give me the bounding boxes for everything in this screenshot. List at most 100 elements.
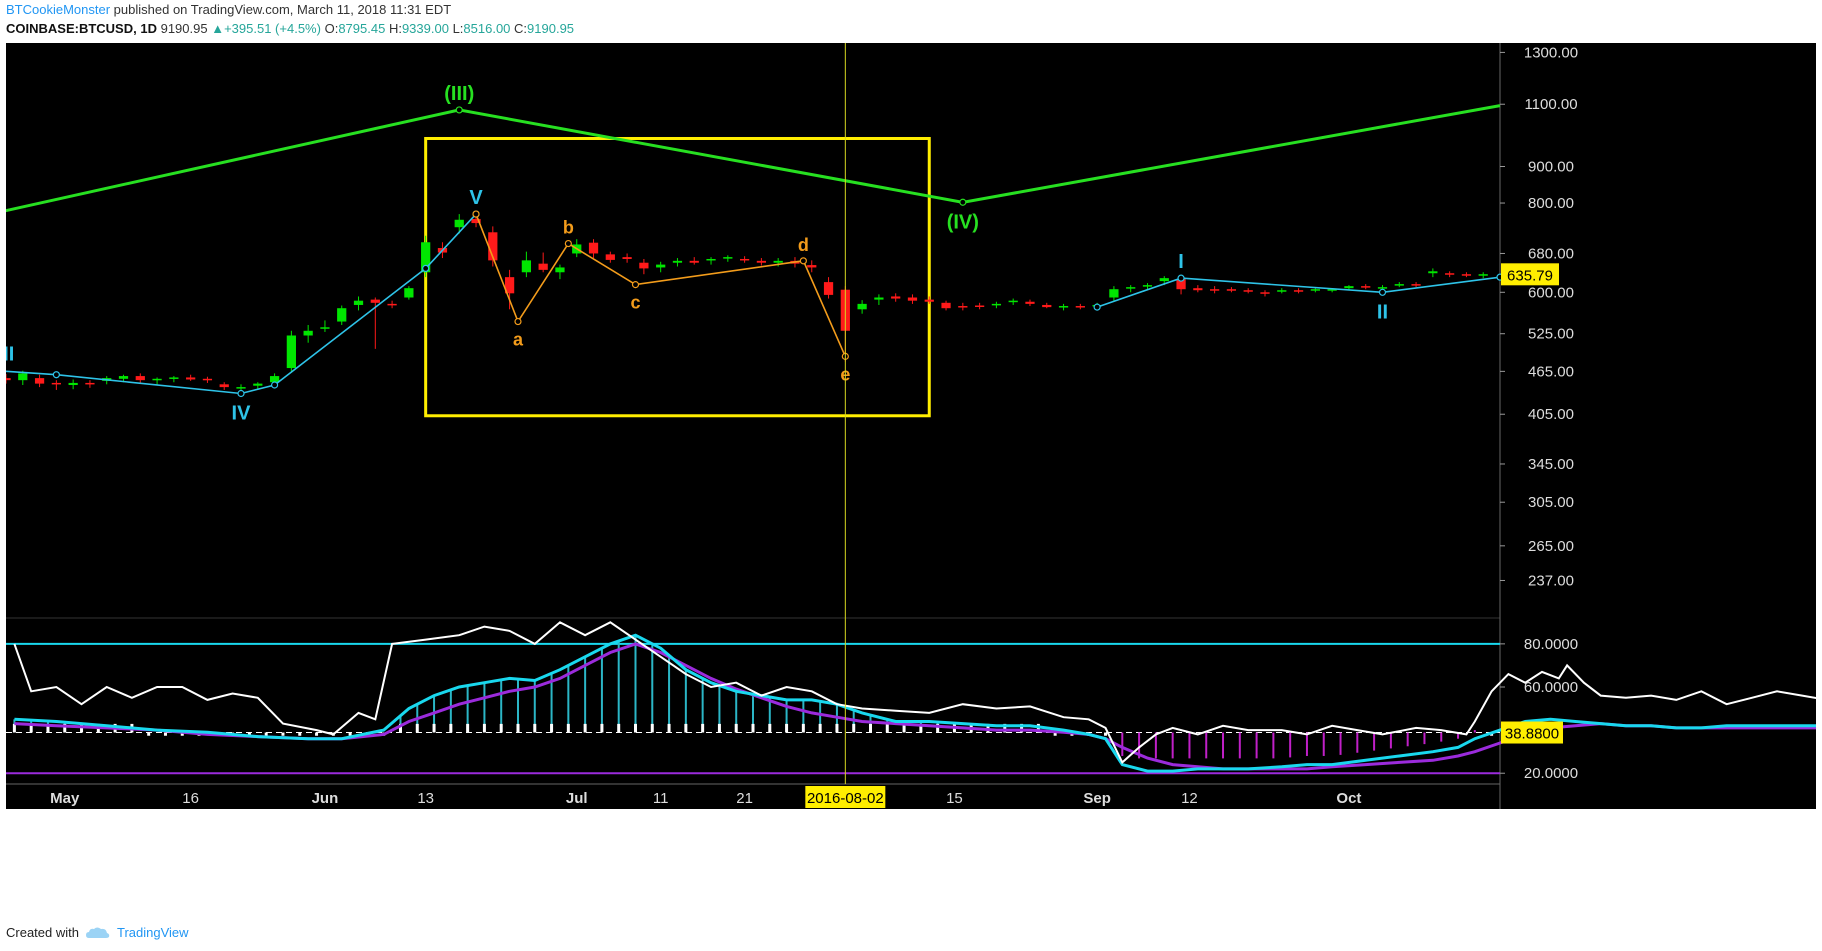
candle xyxy=(303,324,313,343)
candle xyxy=(1226,287,1237,293)
candle-body xyxy=(1461,274,1472,276)
candle xyxy=(874,294,884,305)
price-tick-label: 680.00 xyxy=(1528,245,1574,262)
wave-label: IV xyxy=(232,402,252,424)
candle xyxy=(152,377,162,386)
candle xyxy=(1461,272,1472,278)
time-tick-label: Jul xyxy=(566,790,588,807)
candle-body xyxy=(588,242,599,254)
time-tick-label: 16 xyxy=(182,790,199,807)
candle xyxy=(1478,272,1488,279)
wave-label: I xyxy=(1178,251,1184,273)
wave-point xyxy=(959,198,967,206)
candle xyxy=(1260,290,1270,297)
candle-body xyxy=(186,377,196,380)
wave-line-primary xyxy=(6,104,1501,213)
wave-point xyxy=(799,257,807,265)
candle xyxy=(1008,298,1018,305)
candle xyxy=(387,300,397,309)
price-chart[interactable]: (III)(IV)IIIIVVIIIabcde1300.001100.00900… xyxy=(6,43,1816,915)
candle-body xyxy=(739,258,750,261)
candle xyxy=(1428,268,1438,278)
candle-body xyxy=(622,257,632,259)
candle xyxy=(622,253,632,263)
candle-body xyxy=(68,382,78,386)
candle-body xyxy=(320,327,330,329)
candle xyxy=(169,376,179,383)
symbol-label: COINBASE:BTCUSD, 1D xyxy=(6,21,157,36)
candle xyxy=(135,373,145,383)
time-tick-label: 13 xyxy=(417,790,434,807)
candle-body xyxy=(6,378,11,381)
candle xyxy=(219,382,229,390)
candle-body xyxy=(975,305,985,307)
candle-body xyxy=(85,382,95,385)
candle-body xyxy=(1277,290,1287,292)
candle-body xyxy=(421,242,431,273)
author-link[interactable]: BTCookieMonster xyxy=(6,2,111,17)
candle-body xyxy=(756,260,767,263)
time-tick-label: May xyxy=(50,790,80,807)
price-tick-label: 305.00 xyxy=(1528,494,1574,511)
candle-body xyxy=(1193,288,1203,291)
candle-body xyxy=(689,260,699,263)
candle-body xyxy=(1075,306,1085,308)
candle-body xyxy=(1310,289,1320,291)
wave-label: c xyxy=(630,293,640,313)
price-tick-label: 900.00 xyxy=(1528,158,1574,175)
candle-body xyxy=(303,330,313,336)
candle xyxy=(1277,288,1287,294)
price-tick-label: 1300.00 xyxy=(1524,44,1578,61)
candle-body xyxy=(1159,278,1169,282)
candle-body xyxy=(1327,289,1337,291)
candle-body xyxy=(656,264,666,268)
candle-body xyxy=(857,303,867,310)
candle-body xyxy=(941,302,951,309)
candle-body xyxy=(1293,290,1304,292)
osc-tick-label: 60.0000 xyxy=(1524,679,1578,696)
candle xyxy=(907,294,918,304)
candle xyxy=(891,293,901,302)
stoch-k-line xyxy=(14,633,1816,773)
candle-body xyxy=(504,277,515,294)
candle-body xyxy=(1042,304,1052,308)
price-tick-label: 237.00 xyxy=(1528,572,1574,589)
candle xyxy=(1042,302,1052,309)
wave-label: III xyxy=(6,344,14,366)
candle-body xyxy=(723,257,733,259)
candle-body xyxy=(958,306,968,308)
candle-body xyxy=(907,297,918,301)
wave-line-abcde xyxy=(475,213,847,357)
candle-body xyxy=(538,263,548,270)
candle xyxy=(1058,303,1069,311)
tradingview-link[interactable]: TradingView xyxy=(116,925,189,940)
candle-body xyxy=(891,296,901,299)
candle-body xyxy=(135,376,145,381)
chart-background xyxy=(6,43,1816,809)
candle xyxy=(1361,284,1371,290)
candle xyxy=(68,379,78,390)
candle xyxy=(85,380,95,388)
footer: Created with TradingView xyxy=(6,925,189,940)
candle-body xyxy=(488,232,498,261)
candle xyxy=(1025,299,1035,307)
candle-body xyxy=(1243,290,1253,292)
wave-label: (III) xyxy=(444,83,474,105)
candle-body xyxy=(605,254,615,260)
candle xyxy=(353,296,364,311)
candle-body xyxy=(823,282,834,295)
candle-body xyxy=(337,308,347,322)
candle xyxy=(337,305,347,325)
candle-body xyxy=(471,218,481,224)
wave-point xyxy=(52,371,60,379)
low-label: L: xyxy=(452,21,464,36)
candle-body xyxy=(202,378,213,381)
candle-body xyxy=(1210,289,1220,291)
candle-body xyxy=(1058,306,1069,308)
candle-body xyxy=(253,383,263,386)
candle xyxy=(672,258,683,267)
candle xyxy=(739,256,750,263)
wave-point xyxy=(1378,288,1387,296)
candle-body xyxy=(1394,284,1404,286)
high-value: 9339.00 xyxy=(401,21,449,36)
